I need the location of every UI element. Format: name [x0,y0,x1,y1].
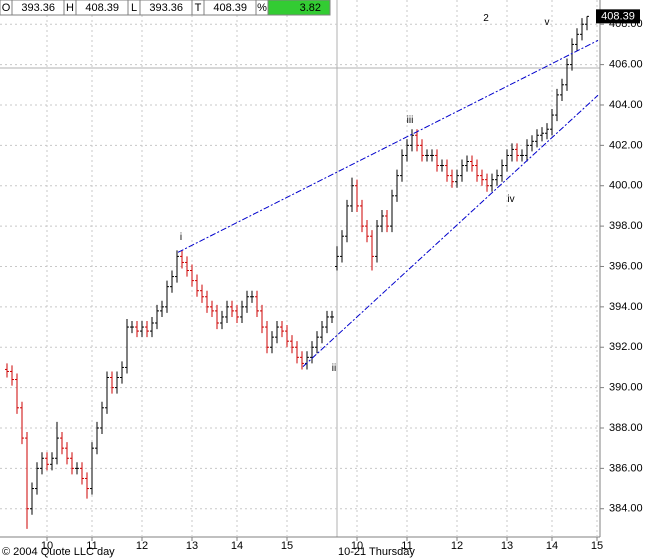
x-tick-label: 15 [281,540,293,552]
header-label: L [131,2,137,14]
header-label: H [66,2,74,14]
x-tick-label: 10 [41,540,53,552]
y-tick-label: 396.00 [609,260,643,272]
x-tick-label: 11 [86,540,97,552]
x-tick-label: 13 [186,540,198,552]
x-tick-label: 12 [451,540,463,552]
trend-line [177,39,599,253]
x-tick-label: 11 [401,540,412,552]
header-label: T [195,2,202,14]
wave-label: v [545,17,550,28]
wave-label: 2 [483,13,489,24]
last-price-label: 408.39 [601,10,635,22]
header-value-cell [267,0,331,16]
header-label: O [2,2,11,14]
header-value: 3.82 [300,2,321,14]
y-tick-label: 398.00 [609,220,643,232]
y-tick-label: 406.00 [609,59,643,71]
y-tick-label: 402.00 [609,139,643,151]
x-tick-label: 15 [591,540,603,552]
wave-label: iv [507,194,514,205]
header-value: 408.39 [213,2,247,14]
trend-line [302,94,599,367]
last-price-box [596,9,640,24]
x-tick-label: 13 [501,540,513,552]
y-tick-label: 388.00 [609,422,643,434]
x-tick-label: 12 [136,540,148,552]
y-tick-label: 394.00 [609,301,643,313]
y-tick-label: 404.00 [609,99,643,111]
footer-left: © 2004 Quote LLC day [2,546,115,558]
header-label: % [257,2,267,14]
header-value: 408.39 [85,2,119,14]
x-tick-label: 10 [351,540,363,552]
y-tick-label: 390.00 [609,382,643,394]
wave-label: ii [332,363,336,374]
bars [5,15,589,529]
y-tick-label: 392.00 [609,341,643,353]
y-tick-label: 384.00 [609,503,643,515]
wave-label: iii [407,115,414,126]
x-tick-label: 14 [231,540,243,552]
x-tick-label: 14 [546,540,558,552]
header-value: 393.36 [21,2,55,14]
y-tick-label: 386.00 [609,462,643,474]
y-tick-label: 400.00 [609,180,643,192]
session-label: 10-21 Thursday [338,546,415,558]
wave-label: i [180,232,182,243]
header-value: 393.36 [149,2,183,14]
